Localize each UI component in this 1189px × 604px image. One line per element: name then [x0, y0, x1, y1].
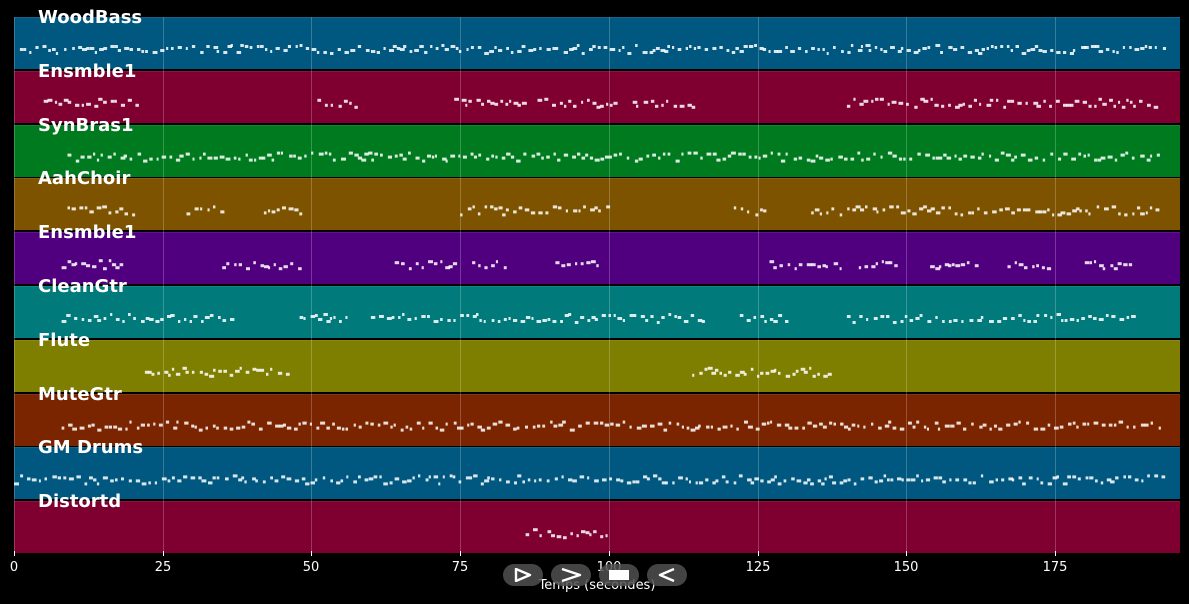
stop-icon [609, 570, 629, 580]
track-label: WoodBass [38, 7, 143, 28]
playback-controls [503, 564, 687, 586]
x-tick-label: 75 [451, 560, 469, 575]
x-tick-mark [311, 551, 312, 556]
fast-forward-button[interactable] [551, 564, 591, 586]
track-band[interactable] [14, 124, 1180, 177]
rewind-button[interactable] [647, 564, 687, 586]
rewind-icon [658, 568, 675, 582]
track-band[interactable] [14, 501, 1180, 554]
x-tick-label: 25 [154, 560, 172, 575]
track-label: SynBras1 [38, 114, 134, 136]
track-band[interactable] [14, 339, 1180, 392]
track-band[interactable] [14, 232, 1180, 285]
track-band[interactable] [14, 286, 1180, 338]
play-icon [514, 568, 532, 582]
x-tick-label: 150 [893, 560, 919, 575]
track-band[interactable] [14, 178, 1180, 231]
track-label: Flute [38, 329, 91, 351]
track-label: GM Drums [38, 437, 144, 459]
x-tick-mark [758, 551, 759, 556]
track-label: Ensmble1 [38, 222, 137, 244]
track-band[interactable] [14, 447, 1180, 500]
track-label: AahChoir [38, 168, 131, 190]
track-label: CleanGtr [38, 276, 127, 297]
x-tick-label: 0 [9, 560, 19, 575]
x-tick-mark [1055, 551, 1056, 556]
x-tick-label: 125 [745, 560, 771, 575]
x-tick-mark [609, 551, 610, 556]
track-band[interactable] [14, 17, 1180, 69]
x-tick-mark [460, 551, 461, 556]
x-tick-mark [14, 551, 15, 556]
fast-forward-icon [561, 568, 582, 582]
x-tick-mark [163, 551, 164, 556]
x-tick-label: 175 [1042, 560, 1068, 575]
x-tick-mark [906, 551, 907, 556]
x-tick-label: 50 [302, 560, 320, 575]
track-label: Ensmble1 [38, 60, 137, 82]
track-label: MuteGtr [38, 383, 122, 405]
play-button[interactable] [503, 564, 543, 586]
track-label: Distortd [38, 491, 122, 513]
track-band[interactable] [14, 393, 1180, 446]
stop-button[interactable] [599, 564, 639, 586]
track-band[interactable] [14, 70, 1180, 123]
